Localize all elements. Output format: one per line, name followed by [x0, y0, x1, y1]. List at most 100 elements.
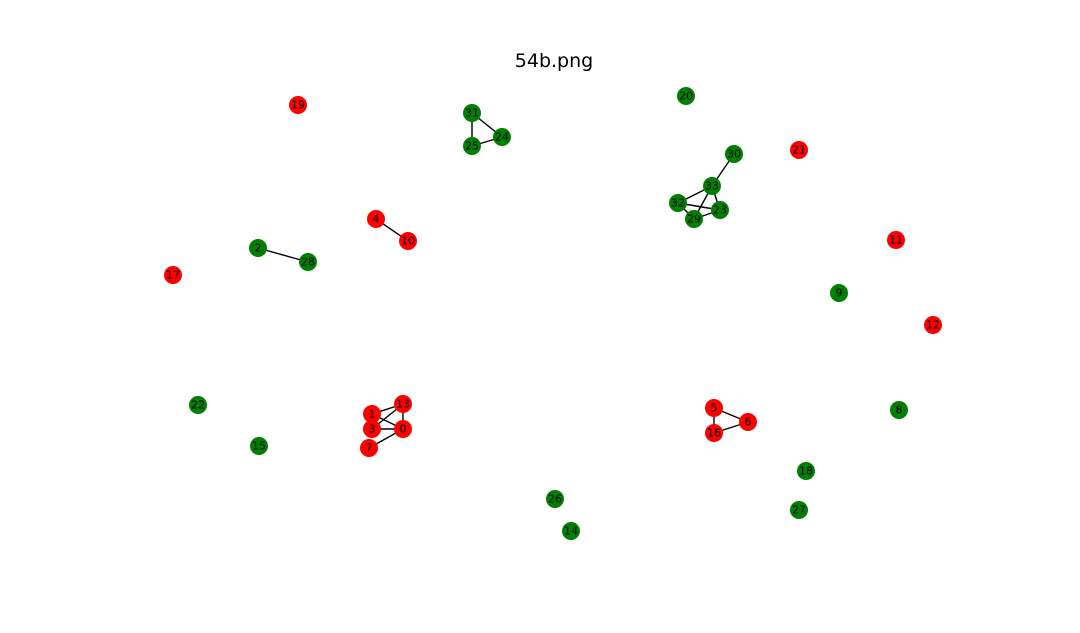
node-label: 30 [727, 148, 741, 161]
node-label: 2 [255, 242, 262, 255]
node-circle [289, 96, 307, 114]
node-14: 14 [562, 522, 580, 540]
node-label: 23 [713, 204, 727, 217]
node-32: 32 [669, 194, 687, 212]
node-circle [677, 87, 695, 105]
node-circle [685, 210, 703, 228]
node-circle [739, 413, 757, 431]
node-label: 14 [564, 525, 578, 538]
node-circle [830, 284, 848, 302]
figure-title: 54b.png [514, 50, 594, 72]
node-10: 10 [399, 232, 417, 250]
node-label: 15 [252, 440, 266, 453]
node-circle [189, 396, 207, 414]
node-circle [887, 231, 905, 249]
node-30: 30 [725, 145, 743, 163]
node-circle [250, 437, 268, 455]
node-31: 31 [463, 104, 481, 122]
node-label: 20 [679, 90, 693, 103]
node-label: 9 [836, 287, 843, 300]
node-13: 13 [394, 395, 412, 413]
node-28: 28 [299, 253, 317, 271]
node-circle [711, 201, 729, 219]
node-5: 5 [705, 399, 723, 417]
node-circle [363, 420, 381, 438]
node-label: 19 [291, 99, 305, 112]
node-circle [725, 145, 743, 163]
node-circle [360, 439, 378, 457]
node-circle [249, 239, 267, 257]
node-circle [394, 395, 412, 413]
node-circle [705, 424, 723, 442]
node-17: 17 [164, 266, 182, 284]
node-label: 11 [889, 234, 903, 247]
node-1: 1 [363, 405, 381, 423]
node-15: 15 [250, 437, 268, 455]
node-label: 27 [792, 504, 806, 517]
node-label: 28 [301, 256, 315, 269]
node-label: 10 [401, 235, 415, 248]
node-label: 26 [548, 493, 562, 506]
node-label: 16 [707, 427, 721, 440]
node-3: 3 [363, 420, 381, 438]
node-label: 12 [926, 319, 940, 332]
node-label: 29 [687, 213, 701, 226]
node-18: 18 [797, 462, 815, 480]
node-circle [164, 266, 182, 284]
node-circle [493, 128, 511, 146]
node-label: 31 [465, 107, 479, 120]
node-circle [924, 316, 942, 334]
node-circle [703, 177, 721, 195]
node-circle [562, 522, 580, 540]
node-24: 24 [493, 128, 511, 146]
node-label: 33 [705, 180, 719, 193]
node-27: 27 [790, 501, 808, 519]
node-21: 21 [790, 141, 808, 159]
node-23: 23 [711, 201, 729, 219]
edge-layer [257, 112, 749, 449]
node-33: 33 [703, 177, 721, 195]
node-25: 25 [463, 137, 481, 155]
node-29: 29 [685, 210, 703, 228]
node-label: 18 [799, 465, 813, 478]
node-label: 17 [166, 269, 180, 282]
node-circle [463, 104, 481, 122]
node-label: 0 [400, 423, 407, 436]
node-4: 4 [367, 210, 385, 228]
node-circle [367, 210, 385, 228]
node-label: 7 [366, 442, 373, 455]
node-0: 0 [394, 420, 412, 438]
node-22: 22 [189, 396, 207, 414]
node-label: 13 [396, 398, 410, 411]
node-12: 12 [924, 316, 942, 334]
node-20: 20 [677, 87, 695, 105]
node-label: 22 [191, 399, 205, 412]
node-label: 32 [671, 197, 685, 210]
node-label: 6 [745, 416, 752, 429]
node-circle [299, 253, 317, 271]
node-label: 1 [369, 408, 376, 421]
node-7: 7 [360, 439, 378, 457]
node-19: 19 [289, 96, 307, 114]
node-circle [669, 194, 687, 212]
node-label: 5 [711, 402, 718, 415]
node-circle [394, 420, 412, 438]
node-circle [546, 490, 564, 508]
node-label: 24 [495, 131, 509, 144]
node-8: 8 [890, 401, 908, 419]
node-circle [463, 137, 481, 155]
node-label: 25 [465, 140, 479, 153]
node-2: 2 [249, 239, 267, 257]
node-26: 26 [546, 490, 564, 508]
node-16: 16 [705, 424, 723, 442]
node-label: 8 [896, 404, 903, 417]
node-label: 21 [792, 144, 806, 157]
node-label: 3 [369, 423, 376, 436]
node-9: 9 [830, 284, 848, 302]
node-6: 6 [739, 413, 757, 431]
node-label: 4 [373, 213, 380, 226]
node-circle [797, 462, 815, 480]
